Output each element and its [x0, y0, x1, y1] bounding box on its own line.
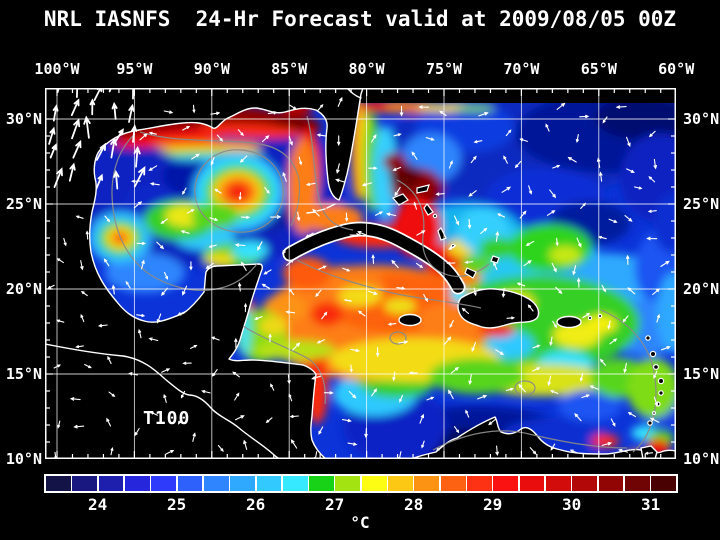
colorbar-cell [388, 476, 413, 491]
lat-tick-label: 20°N [5, 280, 42, 298]
island-guadeloupe [649, 350, 657, 358]
colorbar-cell [545, 476, 571, 491]
island-dominica [652, 364, 659, 371]
island-turks [490, 255, 500, 264]
colorbar-cell [72, 476, 98, 491]
colorbar-cell [230, 476, 255, 491]
temperature-map: T100 [45, 88, 676, 459]
island-virgin [587, 315, 593, 321]
colorbar-tick-label: 28 [404, 495, 424, 514]
island-great-inagua [464, 267, 477, 279]
island-cuba [282, 221, 466, 295]
island-martinique [657, 377, 665, 385]
colorbar-cell [177, 476, 203, 491]
island-antigua [645, 335, 651, 341]
colorbar-tick-label: 31 [641, 495, 661, 514]
lon-tick-label: 70°W [503, 60, 540, 78]
colorbar-cell [282, 476, 308, 491]
colorbar-cell [440, 476, 466, 491]
lon-tick-label: 100°W [34, 60, 80, 78]
lat-tick-label: 10°N [5, 450, 42, 468]
lat-tick-label: 25°N [683, 195, 720, 213]
colorbar-cell [467, 476, 492, 491]
colorbar-cell [651, 476, 676, 491]
colorbar-cell [256, 476, 282, 491]
map-frame [45, 88, 676, 459]
lat-tick-label: 10°N [683, 450, 720, 468]
lat-tick-label: 30°N [5, 110, 42, 128]
island-puerto-rico [556, 315, 582, 329]
lat-tick-label: 20°N [683, 280, 720, 298]
colorbar-cell [519, 476, 545, 491]
island-grand-bahama [416, 184, 430, 194]
colorbar-cell [572, 476, 598, 491]
lat-tick-label: 30°N [683, 110, 720, 128]
colorbar-tick-label: 27 [325, 495, 345, 514]
lat-tick-label: 25°N [5, 195, 42, 213]
colorbar-tick-label: 30 [562, 495, 582, 514]
colorbar-cell [124, 476, 150, 491]
colorbar-tick-label: 25 [167, 495, 187, 514]
domain-edge-mask [361, 89, 675, 103]
land-mask [46, 89, 675, 458]
map-panel: T100 [45, 88, 676, 459]
lon-tick-label: 80°W [348, 60, 385, 78]
colorbar-cell [335, 476, 361, 491]
colorbar-tick-label: 29 [483, 495, 503, 514]
colorbar-cell [493, 476, 519, 491]
colorbar-cell [203, 476, 229, 491]
map-edge-ticks [46, 89, 675, 458]
island-andros [391, 193, 409, 206]
colorbar-cell [361, 476, 387, 491]
cayman-islands [344, 299, 352, 302]
colorbar-cell [98, 476, 124, 491]
pacific-coastline [46, 343, 281, 458]
colorbar-cell [598, 476, 624, 491]
lon-tick-label: 60°W [658, 60, 695, 78]
depth-label: T100 [143, 408, 190, 429]
colorbar [44, 474, 678, 493]
lon-tick-label: 75°W [425, 60, 463, 78]
island-eleuthera [423, 203, 434, 216]
lat-tick-label: 15°N [683, 365, 720, 383]
lon-tick-label: 65°W [580, 60, 617, 78]
colorbar-cell [414, 476, 440, 491]
colorbar-tick-label: 26 [246, 495, 266, 514]
land-north-america [46, 89, 364, 458]
island-jamaica [398, 313, 422, 327]
colorbar-tick-label: 24 [88, 495, 108, 514]
colorbar-cell [624, 476, 650, 491]
lat-tick-label: 15°N [5, 365, 42, 383]
lon-tick-label: 85°W [271, 60, 308, 78]
island-grenada [647, 420, 653, 426]
current-vectors [47, 89, 671, 458]
coastline-fragments [46, 89, 362, 458]
colorbar-cell [151, 476, 177, 491]
grid-lines [46, 89, 675, 458]
lon-tick-label: 95°W [116, 60, 153, 78]
colorbar-cell [309, 476, 334, 491]
island-st-lucia [658, 390, 664, 396]
page-title: NRL IASNFS 24-Hr Forecast valid at 2009/… [43, 7, 677, 31]
colorbar-cell [46, 476, 71, 491]
colorbar-unit: °C [350, 513, 370, 532]
lon-tick-label: 90°W [193, 60, 230, 78]
